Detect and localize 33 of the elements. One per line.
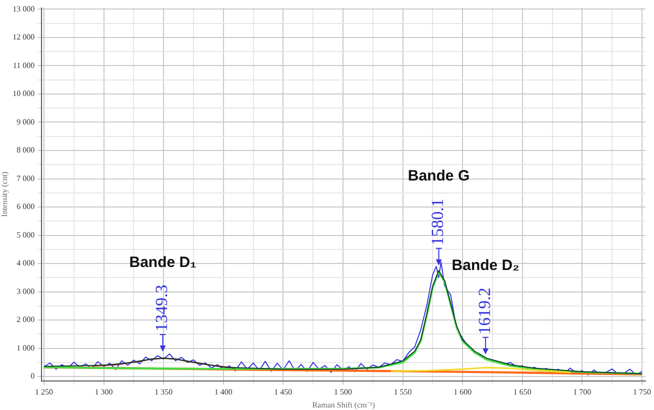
y-tick-label: 4 000: [16, 258, 35, 268]
x-tick-label: 1 350: [154, 388, 173, 397]
y-tick-label: 6 000: [16, 202, 35, 212]
annotation: 1580.1: [428, 198, 448, 246]
y-tick-label: 10 000: [12, 89, 35, 98]
annotation: Bande D₁: [129, 254, 196, 271]
y-tick-label: 12 000: [12, 32, 35, 42]
annotation: 1349.3: [152, 284, 172, 332]
x-tick-label: 1 450: [274, 388, 292, 397]
y-tick-label: 5 000: [16, 230, 35, 240]
x-tick-label: 1 700: [573, 388, 592, 397]
y-tick-label: 3 000: [16, 286, 35, 296]
annotation: Bande D₂: [452, 256, 520, 274]
y-axis-title: Intensity (cnt): [0, 171, 9, 217]
annotation: Bande G: [408, 168, 470, 185]
x-tick-label: 1 750: [632, 388, 651, 397]
y-tick-label: 2 000: [16, 315, 35, 324]
x-axis-title: Raman Shift (cm⁻¹): [312, 400, 376, 410]
y-tick-label: 0: [30, 372, 35, 381]
x-tick-label: 1 600: [454, 388, 472, 397]
y-tick-label: 13 000: [12, 4, 35, 14]
x-tick-label: 1 250: [34, 388, 53, 397]
y-tick-label: 9 000: [16, 117, 35, 126]
y-tick-label: 7 000: [16, 174, 35, 183]
y-tick-label: 11 000: [12, 60, 35, 70]
annotation: 1619.2: [475, 288, 494, 334]
x-tick-label: 1 500: [334, 388, 352, 397]
y-tick-label: 1 000: [16, 343, 35, 352]
y-tick-label: 8 000: [16, 146, 35, 155]
x-tick-label: 1 400: [214, 388, 232, 397]
x-tick-label: 1 550: [394, 388, 412, 397]
x-tick-label: 1 300: [94, 388, 113, 397]
x-tick-label: 1 650: [513, 388, 532, 397]
